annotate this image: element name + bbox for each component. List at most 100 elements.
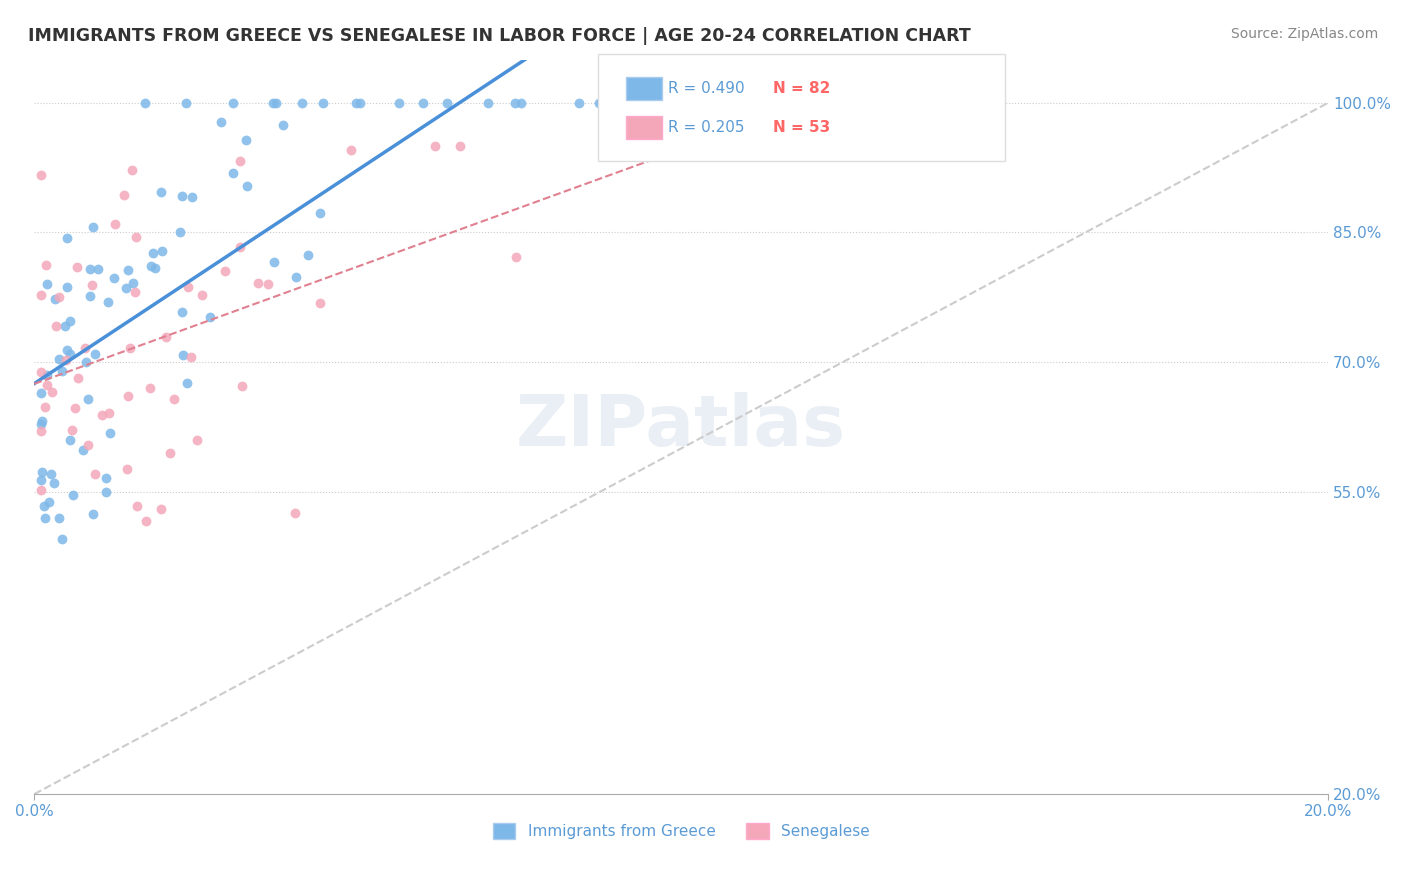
Point [155,330,177,344]
Point [87,261,110,276]
Point [124,285,146,300]
Point [38,494,60,508]
Point [66,260,89,275]
Point [41,384,63,399]
Point [45,318,67,333]
Point [98,406,121,420]
Point [222,166,245,180]
Point [505,250,527,264]
Point [344,95,367,110]
Point [53,319,76,334]
Point [39,467,62,481]
Point [312,95,335,110]
Point [59,313,82,327]
Point [44,293,66,307]
Point [59,434,82,448]
Point [34,400,56,414]
Point [257,277,280,291]
Point [236,178,259,193]
Point [67,371,90,385]
Text: ZIPatlas: ZIPatlas [516,392,846,461]
Point [503,95,526,110]
Point [222,95,245,110]
Legend: Immigrants from Greece, Senegalese: Immigrants from Greece, Senegalese [486,817,876,845]
Point [117,263,139,277]
Point [142,246,165,260]
Point [724,95,747,110]
Point [30,424,52,438]
Point [115,461,138,475]
Point [387,95,409,110]
Point [35,368,58,382]
Point [284,506,307,520]
Point [124,230,146,244]
Point [31,465,53,479]
Point [114,188,136,202]
Point [51,532,73,546]
Text: R = 0.490: R = 0.490 [668,81,744,95]
Point [176,376,198,391]
Point [262,95,284,110]
Point [82,508,104,522]
Point [75,355,97,369]
Point [191,288,214,302]
Point [174,95,197,110]
Point [48,290,70,304]
Point [76,438,98,452]
Point [198,310,221,325]
Point [56,230,79,244]
Point [247,276,270,290]
Point [349,95,371,110]
Point [449,139,471,153]
Point [170,188,193,202]
Point [114,281,136,295]
Point [169,225,191,239]
Point [91,408,114,422]
Point [231,378,253,392]
Point [180,350,202,364]
Point [214,264,236,278]
Point [263,255,285,269]
Point [139,260,162,274]
Point [170,305,193,319]
Point [30,385,52,400]
Point [82,277,104,292]
Point [30,366,52,380]
Point [37,377,59,392]
Point [62,488,84,502]
Point [97,295,120,310]
Point [291,95,314,110]
Point [127,499,149,513]
Point [30,473,52,487]
Point [30,168,52,182]
Point [135,514,157,528]
Point [103,271,125,285]
Point [425,139,447,153]
Point [35,259,58,273]
Point [510,95,533,110]
Point [143,260,166,275]
Point [186,434,208,448]
Point [30,288,52,302]
Point [59,347,82,361]
Point [35,277,58,291]
Point [589,95,612,110]
Point [121,276,143,290]
Point [177,280,200,294]
Point [83,347,105,361]
Point [79,262,101,277]
Point [65,401,87,416]
Point [55,352,77,367]
Point [94,485,117,500]
Point [308,206,330,220]
Text: Source: ZipAtlas.com: Source: ZipAtlas.com [1230,27,1378,41]
Point [229,154,252,169]
Point [117,388,139,402]
Point [568,95,591,110]
Point [48,511,70,525]
Point [264,95,287,110]
Point [34,511,56,525]
Point [72,442,94,457]
Point [82,220,104,235]
Point [118,341,141,355]
